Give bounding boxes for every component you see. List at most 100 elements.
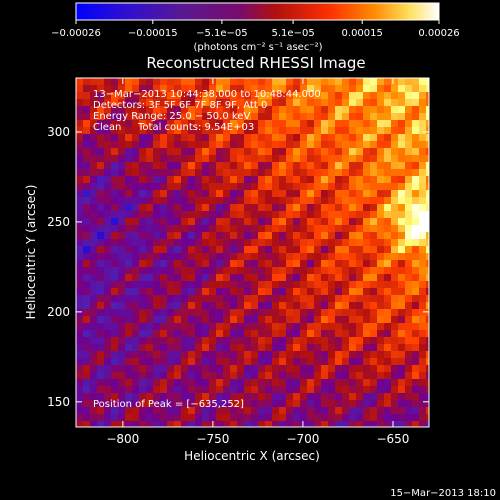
heatmap-cell — [111, 260, 118, 267]
heatmap-cell — [188, 127, 195, 134]
heatmap-cell — [314, 253, 321, 260]
heatmap-cell — [391, 211, 398, 218]
heatmap-cell — [167, 281, 174, 288]
heatmap-cell — [209, 134, 216, 141]
heatmap-cell — [132, 225, 139, 232]
heatmap-cell — [181, 267, 188, 274]
heatmap-cell — [188, 414, 195, 421]
heatmap-cell — [398, 316, 405, 323]
heatmap-cell — [230, 190, 237, 197]
heatmap-cell — [363, 225, 370, 232]
heatmap-cell — [237, 309, 244, 316]
heatmap-cell — [132, 99, 139, 106]
heatmap-cell — [307, 197, 314, 204]
heatmap-cell — [293, 302, 300, 309]
heatmap-cell — [328, 330, 335, 337]
heatmap-cell — [202, 120, 209, 127]
heatmap-cell — [300, 232, 307, 239]
heatmap-cell — [153, 365, 160, 372]
heatmap-cell — [279, 288, 286, 295]
heatmap-cell — [118, 148, 125, 155]
heatmap-cell — [293, 197, 300, 204]
heatmap-cell — [181, 407, 188, 414]
heatmap-cell — [104, 260, 111, 267]
heatmap-cell — [286, 330, 293, 337]
heatmap-cell — [307, 309, 314, 316]
heatmap-cell — [160, 113, 167, 120]
heatmap-cell — [202, 232, 209, 239]
heatmap-cell — [188, 92, 195, 99]
heatmap-cell — [104, 176, 111, 183]
heatmap-cell — [251, 176, 258, 183]
heatmap-cell — [384, 309, 391, 316]
heatmap-cell — [174, 183, 181, 190]
heatmap-cell — [111, 141, 118, 148]
heatmap-cell — [111, 106, 118, 113]
heatmap-cell — [230, 239, 237, 246]
heatmap-cell — [391, 141, 398, 148]
heatmap-cell — [391, 379, 398, 386]
heatmap-cell — [174, 400, 181, 407]
heatmap-cell — [202, 225, 209, 232]
heatmap-cell — [104, 204, 111, 211]
heatmap-cell — [195, 169, 202, 176]
heatmap-cell — [90, 134, 97, 141]
heatmap-cell — [209, 274, 216, 281]
heatmap-cell — [300, 421, 307, 427]
heatmap-cell — [174, 330, 181, 337]
heatmap-cell — [398, 414, 405, 421]
heatmap-cell — [188, 78, 195, 85]
heatmap-cell — [258, 295, 265, 302]
heatmap-cell — [195, 393, 202, 400]
heatmap-cell — [237, 414, 244, 421]
heatmap-cell — [132, 274, 139, 281]
heatmap-cell — [104, 316, 111, 323]
heatmap-cell — [370, 225, 377, 232]
heatmap-cell — [405, 127, 412, 134]
heatmap-cell — [349, 169, 356, 176]
heatmap-cell — [209, 260, 216, 267]
heatmap-cell — [181, 365, 188, 372]
heatmap-cell — [167, 260, 174, 267]
heatmap-cell — [384, 169, 391, 176]
heatmap-cell — [244, 295, 251, 302]
heatmap-cell — [356, 120, 363, 127]
heatmap-cell — [146, 281, 153, 288]
heatmap-cell — [244, 407, 251, 414]
heatmap-cell — [251, 204, 258, 211]
heatmap-cell — [188, 386, 195, 393]
heatmap-cell — [209, 393, 216, 400]
heatmap-cell — [216, 106, 223, 113]
heatmap-cell — [195, 92, 202, 99]
heatmap-cell — [216, 190, 223, 197]
x-axis-ticks: −800 −750 −700 −650 — [106, 78, 409, 446]
heatmap-cell — [286, 134, 293, 141]
heatmap-cell — [209, 190, 216, 197]
heatmap-cell — [356, 414, 363, 421]
heatmap-cell — [90, 120, 97, 127]
heatmap-cell — [342, 365, 349, 372]
heatmap-cell — [335, 225, 342, 232]
heatmap-cell — [356, 253, 363, 260]
heatmap-cell — [370, 99, 377, 106]
heatmap-cell — [335, 92, 342, 99]
heatmap-cell — [195, 239, 202, 246]
heatmap-cell — [209, 225, 216, 232]
heatmap-cell — [300, 372, 307, 379]
heatmap-cell — [244, 99, 251, 106]
heatmap-cell — [146, 351, 153, 358]
heatmap-cell — [356, 316, 363, 323]
heatmap-cell — [412, 141, 419, 148]
heatmap-cell — [153, 379, 160, 386]
heatmap-cell — [370, 176, 377, 183]
heatmap-cell — [265, 372, 272, 379]
heatmap-cell — [251, 120, 258, 127]
heatmap-cell — [216, 267, 223, 274]
heatmap-cell — [321, 309, 328, 316]
heatmap-cell — [181, 414, 188, 421]
heatmap-cell — [377, 379, 384, 386]
heatmap-cell — [272, 99, 279, 106]
heatmap-cell — [258, 309, 265, 316]
heatmap-cell — [363, 197, 370, 204]
heatmap-cell — [244, 400, 251, 407]
